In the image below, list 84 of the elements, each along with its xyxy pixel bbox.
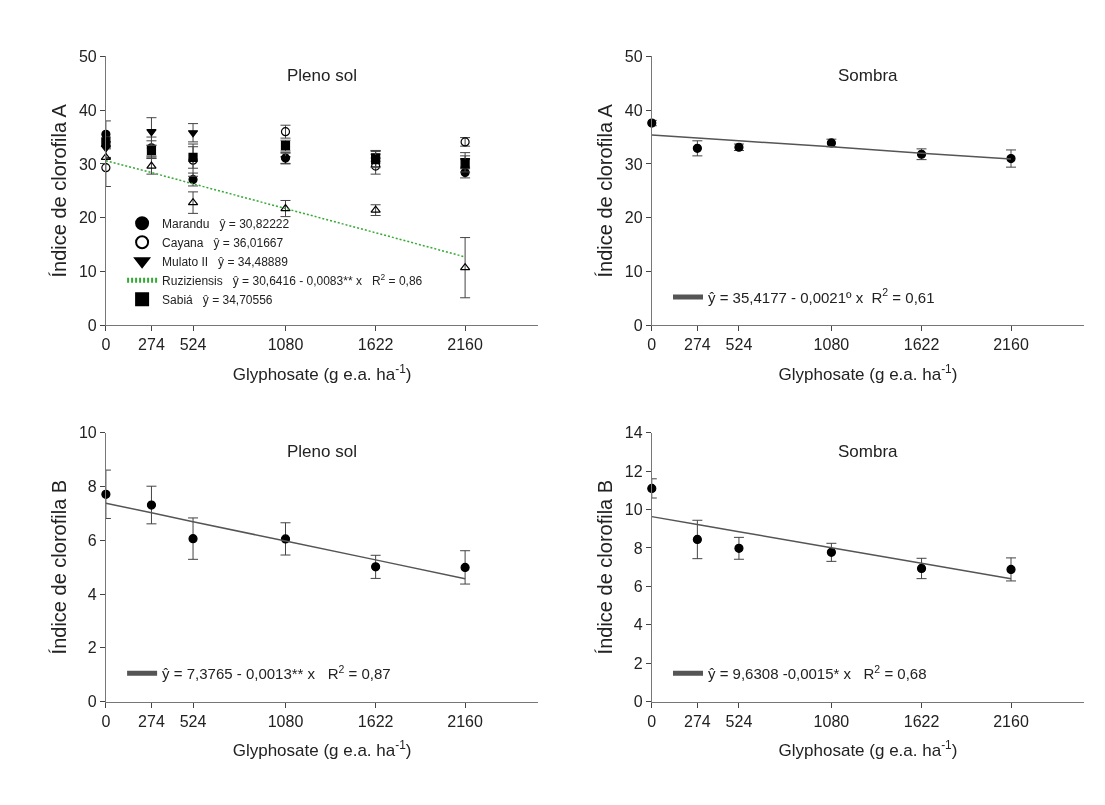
x-axis-title: Glyphosate (g e.a. ha$^{-1}$) [778,737,958,761]
y-tick-label: 10 [78,263,97,281]
y-tick-label: 20 [624,209,643,227]
text: Sombra [838,66,899,85]
y-tick-label: 2 [87,639,97,657]
x-tick-label: 0 [647,712,657,730]
x-tick-label: 1622 [903,336,940,354]
x-tick-label: 2160 [993,712,1029,730]
y-tick-label: 4 [633,616,643,634]
x-tick-label: 524 [725,712,753,730]
y-tick-label: 30 [78,155,97,173]
x-axis-title: Glyphosate (g e.a. ha$^{-1}$) [232,361,412,384]
point [1006,564,1016,575]
x-tick-label: 1080 [813,336,850,354]
point [460,562,470,572]
x-tick-label: 2160 [447,712,483,730]
legend-label: ŷ = 35,4177 - 0,0021º x R$^{2}$ = 0,61 [708,286,935,306]
x-tick-label: 0 [101,336,111,354]
x-tick-label: 274 [138,336,165,354]
text: Sombra [838,442,899,461]
y-tick-label: 8 [87,478,97,496]
point [692,534,702,545]
x-tick-label: 1622 [357,336,394,354]
point [826,547,836,557]
y-tick-label: 10 [624,263,643,281]
y-tick-label: 8 [633,539,643,557]
point [916,563,927,574]
legend-label: ŷ = 7,3765 - 0,0013** x R$^{2}$ = 0,87 [162,662,391,683]
y-tick-label: 10 [624,501,643,519]
x-tick-label: 274 [138,712,165,730]
y-tick-label: 0 [633,693,643,711]
y-tick-label: 2 [633,654,643,672]
y-tick-label: 40 [624,101,643,119]
line-series [651,515,1012,580]
y-tick-label: 30 [624,155,643,173]
x-tick-label: 274 [684,712,711,730]
x-tick-label: 0 [647,336,657,354]
y-tick-label: 50 [78,48,97,65]
y-tick-label: 6 [87,531,97,549]
line-series [105,502,466,580]
y-tick-label: 40 [78,101,97,119]
y-tick-label: 0 [87,693,97,711]
point [146,129,157,137]
x-axis-title: Glyphosate (g e.a. ha$^{-1}$) [232,737,412,761]
y-axis-title: Índice de clorofila A [594,103,617,278]
y-tick-label: 4 [87,585,97,603]
x-tick-label: 2160 [993,336,1029,354]
x-tick-label: 1080 [813,712,850,730]
x-axis-title: Glyphosate (g e.a. ha$^{-1}$) [778,361,958,384]
x-tick-label: 524 [179,712,207,730]
y-tick-label: 0 [87,316,97,334]
x-tick-label: 0 [101,712,111,730]
legend-label: Ruziziensis ŷ = 30,6416 - 0,0083** x R$^{2}$ = 0,86 [162,271,423,288]
x-tick-label: 2160 [447,336,483,354]
y-tick-label: 6 [633,577,643,595]
x-tick-label: 1080 [267,712,304,730]
text: Pleno sol [287,442,357,461]
y-tick-label: 0 [633,316,643,334]
legend-label: Marandu ŷ = 30,82222 [162,216,290,231]
x-tick-label: 1080 [267,336,304,354]
x-tick-label: 524 [725,336,753,354]
y-axis-title: Índice de clorofila B [48,479,71,655]
x-tick-label: 1622 [903,712,940,730]
point [370,205,381,213]
point [146,500,157,510]
legend-label: Sabiá ŷ = 34,70556 [162,292,273,307]
y-tick-label: 12 [624,462,643,480]
y-tick-label: 20 [78,209,97,227]
y-tick-label: 14 [624,424,643,442]
text: Pleno sol [287,66,357,85]
legend-label: Mulato II ŷ = 34,48889 [162,254,289,269]
y-axis-title: Índice de clorofila A [48,103,71,278]
point [371,562,381,572]
legend-label: Cayana ŷ = 36,01667 [162,235,284,250]
x-tick-label: 1622 [357,712,394,730]
x-tick-label: 524 [179,336,207,354]
y-axis-title: Índice de clorofila B [594,479,617,655]
legend-label: ŷ = 9,6308 -0,0015* x R$^{2}$ = 0,68 [708,662,927,683]
point [188,534,198,544]
point [734,543,744,553]
y-tick-label: 50 [624,48,643,65]
x-tick-label: 274 [684,336,711,354]
point [146,161,157,169]
y-tick-label: 10 [78,424,97,442]
